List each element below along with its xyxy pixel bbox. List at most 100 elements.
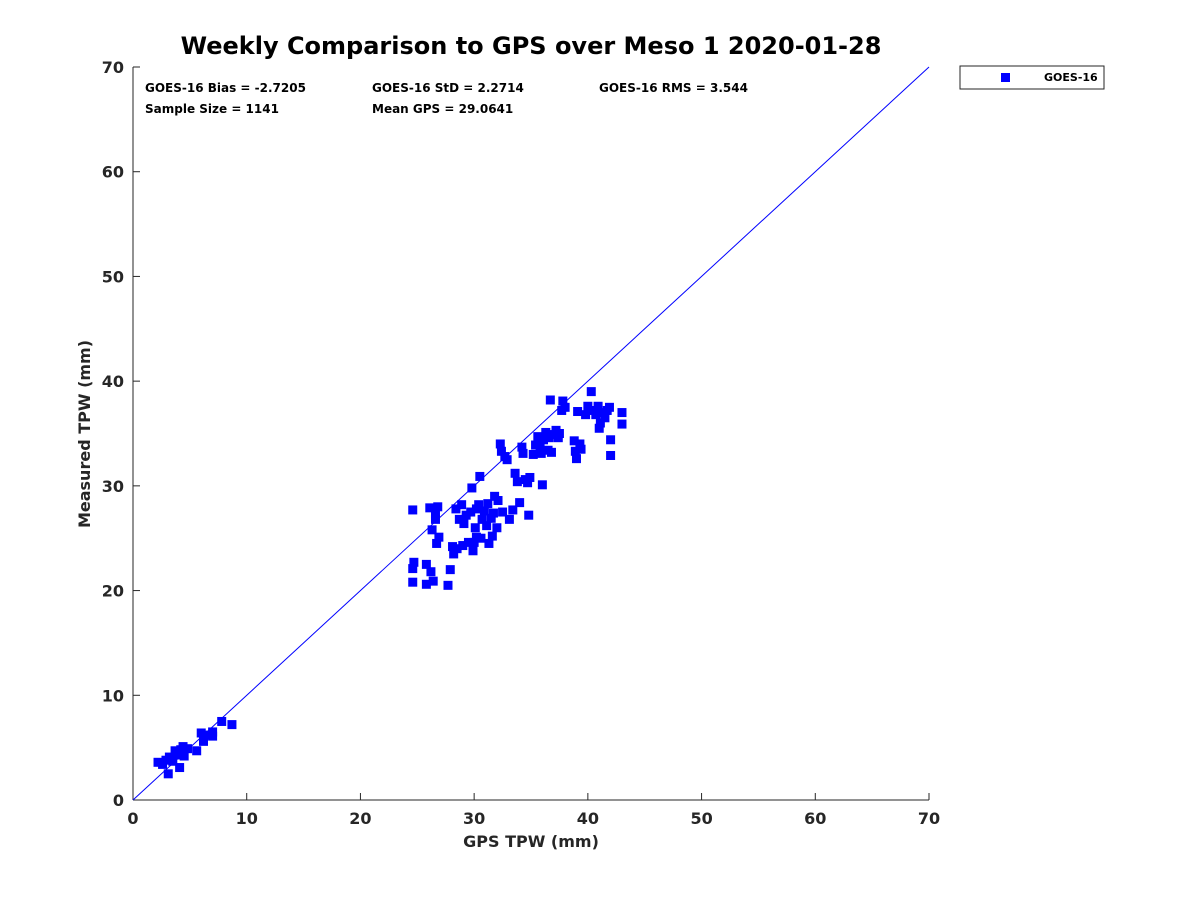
data-point: [533, 432, 543, 442]
data-point: [531, 440, 541, 450]
data-point: [179, 751, 189, 761]
x-tick-label: 10: [236, 809, 258, 828]
data-point: [175, 763, 185, 773]
data-point: [454, 514, 464, 524]
data-point: [471, 532, 481, 542]
x-tick-label: 50: [690, 809, 712, 828]
data-point: [432, 538, 442, 548]
data-point: [544, 433, 554, 443]
data-point: [421, 559, 431, 569]
data-point: [525, 472, 535, 482]
data-point: [508, 505, 518, 515]
stat-mean-gps: Mean GPS = 29.0641: [372, 102, 513, 116]
data-point: [475, 471, 485, 481]
data-point: [430, 514, 440, 524]
data-point: [479, 506, 489, 516]
data-point: [606, 450, 616, 460]
data-point: [515, 498, 525, 508]
data-point: [496, 446, 506, 456]
x-tick-label: 70: [918, 809, 940, 828]
data-point: [591, 410, 601, 420]
data-point: [217, 716, 227, 726]
data-point: [467, 483, 477, 493]
data-point: [434, 532, 444, 542]
legend-marker-goes-16: [1001, 73, 1010, 82]
data-point: [409, 557, 419, 567]
data-point: [598, 408, 608, 418]
stat-std: GOES-16 StD = 2.2714: [372, 81, 524, 95]
y-tick-label: 20: [102, 582, 124, 601]
y-tick-label: 70: [102, 58, 124, 77]
data-point: [510, 468, 520, 478]
data-point: [192, 746, 202, 756]
data-point: [571, 454, 581, 464]
data-point: [459, 519, 469, 529]
stat-bias: GOES-16 Bias = -2.7205: [145, 81, 306, 95]
data-point: [517, 442, 527, 452]
data-point: [457, 500, 467, 510]
data-point: [617, 419, 627, 429]
data-point: [430, 509, 440, 519]
data-point: [586, 387, 596, 397]
data-point: [524, 510, 534, 520]
data-point: [504, 514, 514, 524]
data-point: [227, 720, 237, 730]
x-axis-ticks: 0 10 20 30 40 50 60 70: [127, 793, 940, 828]
data-point: [594, 423, 604, 433]
data-point: [477, 514, 487, 524]
y-tick-label: 0: [113, 791, 124, 810]
stat-sample-size: Sample Size = 1141: [145, 102, 279, 116]
data-point: [451, 504, 461, 514]
x-tick-label: 30: [463, 809, 485, 828]
data-point: [498, 507, 508, 517]
y-tick-label: 50: [102, 267, 124, 286]
data-point: [583, 401, 593, 411]
data-point: [428, 576, 438, 586]
data-point: [484, 538, 494, 548]
data-point: [535, 443, 545, 453]
data-point: [493, 496, 503, 506]
data-point: [570, 446, 580, 456]
y-axis-ticks: 0 10 20 30 40 50 60 70: [102, 58, 140, 810]
data-point: [468, 546, 478, 556]
data-point: [536, 448, 546, 458]
data-point: [433, 502, 443, 512]
stat-rms: GOES-16 RMS = 3.544: [599, 81, 748, 95]
data-point: [183, 744, 193, 754]
data-point: [518, 448, 528, 458]
legend-label-goes-16: GOES-16: [1044, 71, 1098, 84]
data-point: [487, 531, 497, 541]
legend-box: [959, 65, 1105, 90]
data-point: [537, 480, 547, 490]
data-point: [483, 499, 493, 509]
data-point: [476, 533, 486, 543]
legend: GOES-16: [959, 65, 1105, 90]
data-point: [463, 537, 473, 547]
data-point: [452, 544, 462, 554]
data-point: [199, 736, 209, 746]
data-point: [425, 503, 435, 513]
data-point: [617, 408, 627, 418]
data-point: [512, 477, 522, 487]
data-point: [426, 567, 436, 577]
y-tick-label: 40: [102, 372, 124, 391]
data-point: [470, 523, 480, 533]
data-point: [558, 396, 568, 406]
data-point: [449, 549, 459, 559]
data-point: [474, 500, 484, 510]
data-point: [546, 447, 556, 457]
data-point: [448, 542, 458, 552]
x-tick-label: 20: [349, 809, 371, 828]
data-point: [408, 564, 418, 574]
data-point: [178, 742, 188, 752]
y-tick-label: 60: [102, 163, 124, 182]
data-point: [502, 455, 512, 465]
data-point: [408, 577, 418, 587]
data-point: [196, 728, 206, 738]
data-point: [466, 507, 476, 517]
data-point: [606, 435, 616, 445]
data-point: [458, 541, 468, 551]
data-point: [600, 413, 610, 423]
